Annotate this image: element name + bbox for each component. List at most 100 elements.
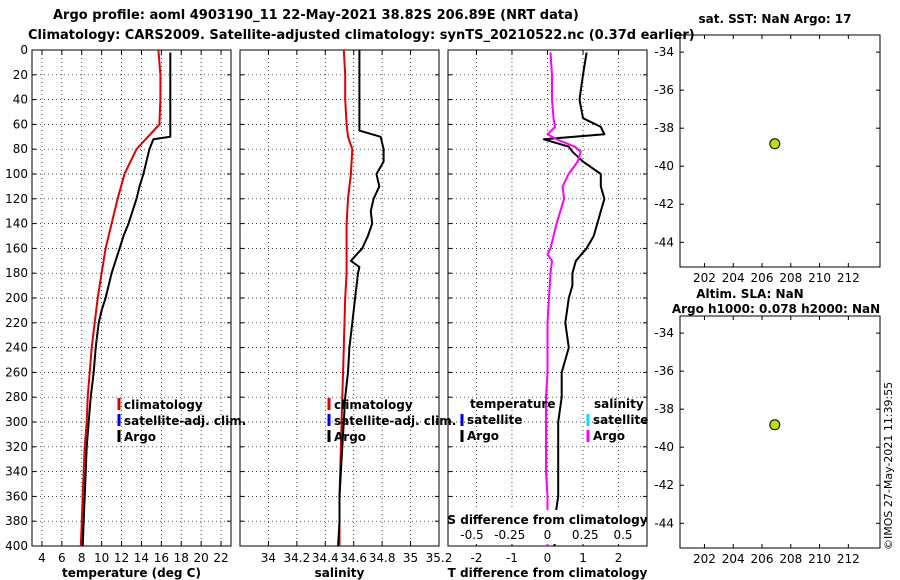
s-axis-backdrop	[449, 510, 646, 544]
x-tick-label: 6	[58, 551, 66, 565]
s-tick-label: 0.5	[613, 528, 632, 542]
x-tick-label: 2	[615, 551, 623, 565]
series-line-argo	[337, 50, 385, 547]
legend-label: Argo	[593, 429, 625, 443]
x-axis-label: salinity	[315, 566, 365, 580]
y-tick-label: -34	[654, 45, 674, 59]
y-tick-label: 240	[5, 341, 28, 355]
y-tick-label: -42	[654, 478, 674, 492]
x-tick-label: 35	[403, 551, 418, 565]
x-tick-label: 14	[134, 551, 149, 565]
y-tick-label: -40	[654, 159, 674, 173]
x-tick-label: 20	[194, 551, 209, 565]
x-tick-label: 18	[174, 551, 189, 565]
x-tick-label: 4	[38, 551, 46, 565]
map-subtitle: Argo h1000: 0.078 h2000: NaN	[672, 302, 880, 316]
series-line-t-argo	[542, 52, 606, 546]
argo-position-marker	[769, 419, 781, 431]
s-axis-label: S difference from climatology	[447, 513, 647, 527]
title-line-1: Argo profile: aoml 4903190_11 22-May-202…	[53, 8, 579, 23]
x-tick-label: 202	[693, 552, 716, 566]
y-tick-label: -36	[654, 83, 674, 97]
y-tick-label: 100	[5, 167, 28, 181]
y-tick-label: 320	[5, 440, 28, 454]
panel-frame-3	[679, 34, 881, 268]
x-axis-label: temperature (deg C)	[62, 566, 201, 580]
legend-label: climatology	[124, 398, 203, 412]
x-tick-label: 34	[261, 551, 276, 565]
y-tick-label: 40	[13, 93, 28, 107]
y-tick-label: 20	[13, 68, 28, 82]
x-tick-label: 202	[693, 271, 716, 285]
sla-map-panel: -34 -36 -38 -40 -42 -44 202 204 206 208 210 212 Alti…	[654, 287, 881, 566]
y-tick-label: -38	[654, 121, 674, 135]
x-tick-label: 0	[544, 551, 552, 565]
x-tick-label: 208	[779, 552, 802, 566]
legend-label: climatology	[334, 398, 413, 412]
s-tick-label: 0.25	[572, 528, 599, 542]
legend-label: Argo	[124, 430, 156, 444]
sst-map-panel: -34 -36 -38 -40 -42 -44 202 204 206 208 210 212 sat.…	[654, 12, 881, 285]
y-tick-label: 120	[5, 192, 28, 206]
s-tick-label: -0.25	[494, 528, 525, 542]
legend-label: satellite-adj. clim.	[334, 414, 456, 428]
x-tick-label: 208	[779, 271, 802, 285]
x-tick-label: 212	[837, 271, 860, 285]
y-tick-label: 80	[13, 142, 28, 156]
x-tick-label: 34.6	[340, 551, 367, 565]
panel-frame-0	[31, 49, 232, 547]
legend-label: Argo	[467, 429, 499, 443]
title-line-2: Climatology: CARS2009. Satellite-adjuste…	[28, 28, 695, 43]
difference-panel: -2 -1 0 1 2T difference from climatology S di…	[447, 49, 648, 580]
y-tick-label: 380	[5, 514, 28, 528]
x-tick-label: 206	[751, 271, 774, 285]
map-title: sat. SST: NaN Argo: 17	[698, 12, 851, 26]
series-line-climatology	[79, 49, 162, 547]
y-tick-label: 140	[5, 217, 28, 231]
x-tick-label: -2	[470, 551, 482, 565]
s-tick-label: -0.5	[460, 528, 483, 542]
legend-label: satellite	[593, 413, 648, 427]
legend-label: satellite	[467, 413, 522, 427]
x-tick-label: 34.8	[369, 551, 396, 565]
s-tick-label: 0	[544, 528, 552, 542]
y-tick-label: -34	[654, 326, 674, 340]
y-tick-label: 220	[5, 316, 28, 330]
y-tick-label: -42	[654, 197, 674, 211]
legend-label: Argo	[334, 430, 366, 444]
y-tick-label: 280	[5, 390, 28, 404]
x-tick-label: 8	[78, 551, 86, 565]
y-tick-label: 360	[5, 489, 28, 503]
y-tick-label: -40	[654, 440, 674, 454]
y-tick-label: 0	[20, 43, 28, 57]
temperature-panel: 4 6 8 10 12 14 16 18 20 22 temperature (deg C) 0 20 4…	[5, 43, 246, 580]
x-tick-label: 16	[154, 551, 169, 565]
x-tick-label: 206	[751, 552, 774, 566]
x-tick-label: 1	[579, 551, 587, 565]
y-tick-label: 180	[5, 266, 28, 280]
x-tick-label: 212	[837, 552, 860, 566]
y-tick-label: 340	[5, 465, 28, 479]
x-tick-label: -1	[506, 551, 518, 565]
legend-label: salinity	[594, 397, 644, 411]
series-line-argo	[81, 52, 172, 547]
legend-label: satellite-adj. clim.	[124, 414, 246, 428]
x-tick-label: 12	[114, 551, 129, 565]
x-tick-label: 204	[722, 552, 745, 566]
y-tick-label: 160	[5, 241, 28, 255]
y-tick-label: -44	[654, 516, 674, 530]
series-line-s-argo	[545, 52, 582, 546]
x-tick-label: 35.2	[426, 551, 453, 565]
legend-label: temperature	[470, 397, 555, 411]
x-tick-label: 22	[213, 551, 228, 565]
map-title: Altim. SLA: NaN	[696, 287, 803, 301]
y-tick-label: 200	[5, 291, 28, 305]
x-tick-label: 34.4	[312, 551, 339, 565]
series-line-climatology	[338, 49, 354, 546]
x-tick-label: 210	[808, 552, 831, 566]
y-tick-label: 400	[5, 539, 28, 553]
copyright-footer: ©IMOS 27-May-2021 11:39:55	[882, 382, 895, 550]
x-tick-label: 204	[722, 271, 745, 285]
y-tick-label: 300	[5, 415, 28, 429]
